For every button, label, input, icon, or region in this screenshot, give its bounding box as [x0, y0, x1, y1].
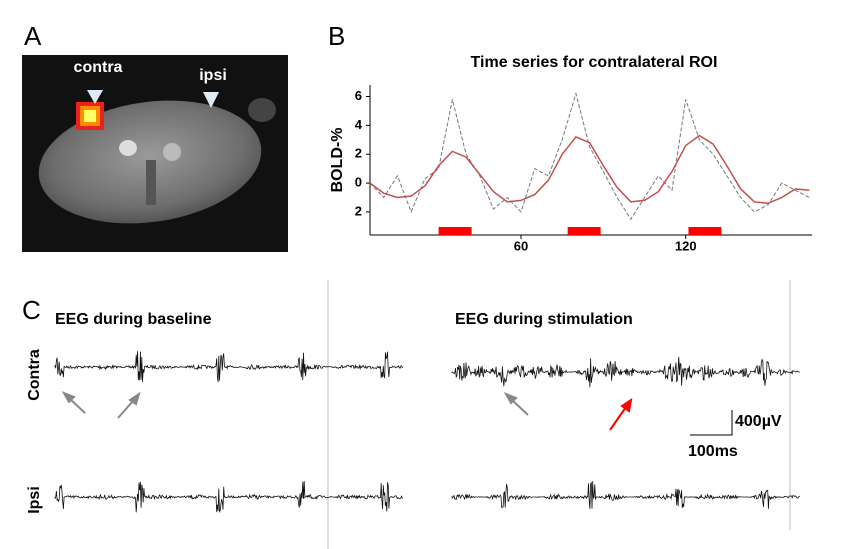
- stimulus-block: [438, 227, 472, 235]
- scale-label: 100ms: [688, 443, 738, 460]
- row-label: Contra: [26, 349, 43, 401]
- eeg-trace: [451, 356, 800, 388]
- y-tick-label: 4: [355, 117, 363, 132]
- chart-title: Time series for contralateral ROI: [471, 54, 718, 71]
- row-label: Ipsi: [26, 486, 43, 514]
- annotation: contra: [74, 59, 123, 76]
- x-tick-label: 120: [675, 238, 697, 253]
- stimulus-block: [688, 227, 722, 235]
- series-line: [369, 134, 810, 205]
- series-line: [369, 91, 810, 221]
- panel-label: C: [22, 295, 41, 325]
- y-tick-label: 6: [355, 88, 362, 103]
- tissue: [248, 98, 276, 122]
- y-tick-label: 0: [355, 175, 362, 190]
- x-tick-label: 60: [514, 238, 528, 253]
- eeg-trace: [54, 481, 404, 514]
- arrowhead: [87, 90, 103, 104]
- arrowhead: [203, 92, 219, 108]
- activation: [84, 110, 96, 122]
- scale-label: 400µV: [735, 413, 782, 430]
- stimulus-block: [567, 227, 601, 235]
- section-title: EEG during baseline: [55, 311, 212, 328]
- scale-bar: [690, 410, 733, 436]
- annotation: ipsi: [199, 67, 227, 84]
- panel-label: A: [24, 21, 42, 51]
- y-tick-label: 2: [355, 203, 362, 218]
- panel-label: B: [328, 21, 345, 51]
- eeg-trace: [451, 481, 801, 510]
- section-title: EEG during stimulation: [455, 311, 633, 328]
- eeg-trace: [54, 351, 404, 383]
- tissue: [146, 160, 156, 205]
- arrow: [609, 397, 633, 431]
- y-tick-label: 2: [355, 146, 362, 161]
- tissue: [163, 143, 181, 161]
- y-axis-label: BOLD-%: [329, 128, 346, 193]
- arrows: [61, 391, 529, 419]
- tissue: [119, 140, 137, 156]
